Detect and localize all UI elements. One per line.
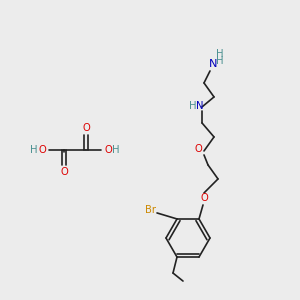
Text: Br: Br bbox=[145, 205, 155, 215]
Text: N: N bbox=[209, 59, 217, 69]
Text: O: O bbox=[60, 167, 68, 177]
Text: O: O bbox=[104, 145, 112, 155]
Text: H: H bbox=[216, 56, 224, 66]
Text: H: H bbox=[112, 145, 120, 155]
Text: O: O bbox=[194, 144, 202, 154]
Text: H: H bbox=[30, 145, 38, 155]
Text: O: O bbox=[82, 123, 90, 133]
Text: H: H bbox=[189, 101, 197, 111]
Text: O: O bbox=[200, 193, 208, 203]
Text: O: O bbox=[38, 145, 46, 155]
Text: N: N bbox=[196, 101, 204, 111]
Text: H: H bbox=[216, 49, 224, 59]
